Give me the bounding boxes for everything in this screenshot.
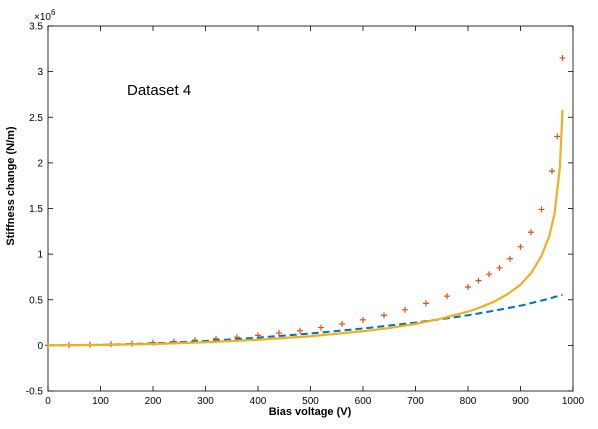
measured-data-point (381, 312, 387, 319)
measured-data-point (528, 229, 534, 236)
dataset-annotation: Dataset 4 (127, 82, 191, 99)
measured-data-point (318, 324, 324, 331)
measured-data-point (423, 300, 429, 307)
y-tick-label: 2 (37, 158, 43, 169)
x-tick-label: 500 (302, 396, 319, 407)
y-tick-label: 1.5 (29, 204, 43, 215)
x-axis-label: Bias voltage (V) (269, 406, 352, 418)
y-tick-label: 0.5 (29, 295, 43, 306)
x-tick-label: 400 (250, 396, 267, 407)
measured-data-point (297, 327, 303, 334)
measured-data-point (496, 264, 503, 271)
measured-data-point (507, 255, 513, 262)
measured-data-point (444, 293, 450, 300)
measured-data-point (402, 306, 408, 313)
measured-data-point (559, 54, 566, 61)
x-tick-label: 900 (512, 396, 529, 407)
model-curve-solid (47, 109, 564, 347)
measured-data-point (475, 277, 482, 284)
y-axis: -0.5 0 0.5 1 1.5 2 2.5 3 3.5 (26, 22, 573, 398)
measured-data-point (339, 320, 345, 327)
plot-frame (47, 25, 574, 392)
y-axis-multiplier: ×106 (34, 8, 56, 23)
x-tick-label: 800 (460, 396, 477, 407)
measured-data-point (538, 206, 545, 213)
x-axis: 0 100 200 300 400 500 600 700 800 900 1000 (45, 26, 585, 407)
x-tick-label: 0 (45, 396, 51, 407)
x-tick-label: 300 (197, 396, 214, 407)
y-tick-label: 3.5 (29, 22, 43, 33)
x-tick-label: 700 (407, 396, 424, 407)
series-layer (45, 54, 566, 349)
y-tick-label: 0 (37, 341, 43, 352)
measured-data-point (486, 271, 492, 278)
y-tick-label: 1 (37, 250, 43, 261)
measured-data-point (517, 243, 524, 250)
y-tick-label: 2.5 (29, 113, 43, 124)
x-tick-label: 600 (355, 396, 372, 407)
plot-area (47, 25, 574, 392)
x-tick-label: 100 (92, 396, 109, 407)
y-axis-label: Stiffness change (N/m) (5, 126, 17, 246)
x-tick-label: 200 (145, 396, 162, 407)
measured-data-point (360, 316, 366, 323)
y-tick-label: 3 (37, 67, 43, 78)
measured-data-point (549, 168, 555, 175)
y-tick-label: -0.5 (26, 387, 44, 398)
x-tick-label: 1000 (562, 396, 585, 407)
measured-data-point (554, 133, 561, 140)
measured-data-point (465, 283, 471, 290)
